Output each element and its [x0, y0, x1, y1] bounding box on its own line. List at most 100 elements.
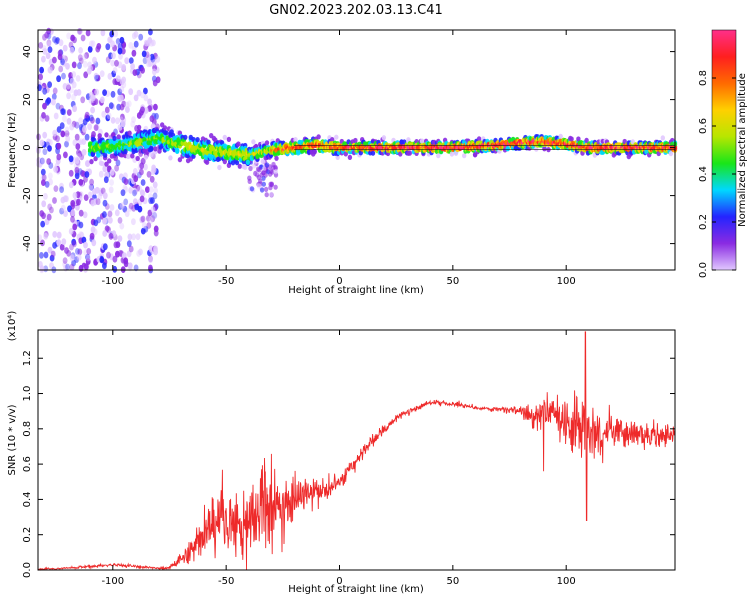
noise-blob — [75, 75, 81, 82]
noise-blob — [146, 215, 151, 222]
tail-blob — [259, 187, 265, 193]
noise-blob — [68, 41, 74, 49]
noise-blob — [153, 103, 158, 111]
noise-blob — [127, 233, 133, 241]
noise-blob — [77, 54, 83, 62]
noise-blob — [134, 203, 140, 211]
noise-blob — [117, 249, 123, 257]
spectrogram-y-axis-title: Frequency (Hz) — [7, 112, 18, 188]
noise-blob — [148, 256, 154, 264]
noise-blob — [62, 44, 68, 52]
y-tick-label: 1.2 — [22, 350, 33, 366]
noise-blob — [85, 160, 91, 168]
noise-blob — [108, 186, 114, 194]
noise-blob — [86, 67, 92, 75]
noise-blob — [39, 157, 45, 165]
noise-blob — [115, 38, 121, 45]
x-tick-label: 50 — [446, 276, 459, 287]
noise-blob — [130, 120, 136, 128]
noise-blob — [133, 175, 139, 183]
tail-blob — [248, 165, 253, 172]
ridge-blob — [222, 159, 227, 165]
noise-blob — [120, 47, 126, 55]
noise-blob — [153, 245, 158, 253]
noise-blob — [52, 36, 57, 43]
noise-blob — [93, 124, 99, 131]
y-tick-label: 0.8 — [22, 421, 33, 437]
noise-blob — [140, 157, 146, 165]
noise-blob — [101, 110, 107, 118]
noise-blob — [109, 179, 114, 186]
noise-blob — [93, 219, 99, 227]
noise-blob — [117, 235, 123, 243]
spectrogram-x-axis-title: Height of straight line (km) — [288, 285, 424, 296]
ridge-blob — [222, 134, 227, 140]
ridge-blob — [245, 159, 251, 165]
noise-blob — [120, 202, 125, 210]
tail-blob — [261, 166, 267, 172]
ridge-blob — [264, 140, 270, 146]
ridge-blob — [177, 157, 183, 163]
noise-blob — [128, 245, 134, 253]
ridge-blob — [381, 135, 387, 141]
noise-blob — [61, 238, 67, 246]
ridge-blob — [162, 125, 168, 131]
snr-line — [37, 331, 676, 571]
ridge-blob — [630, 139, 635, 145]
ridge-blob — [569, 136, 574, 142]
y-tick-label: 0 — [22, 144, 33, 150]
ridge-blob — [157, 148, 162, 154]
noise-blob — [110, 59, 116, 67]
tail-blob — [256, 183, 262, 189]
noise-blob — [85, 258, 91, 265]
noise-blob — [110, 117, 116, 124]
noise-blob — [76, 153, 82, 160]
noise-blob — [69, 77, 75, 85]
ridge-blob — [347, 154, 353, 160]
noise-blob — [127, 262, 133, 270]
noise-blob — [81, 138, 87, 146]
tail-blob — [253, 170, 258, 177]
noise-blob — [119, 78, 125, 86]
noise-blob — [83, 263, 89, 270]
ridge-blob — [135, 155, 140, 162]
noise-blob — [72, 240, 77, 248]
noise-blob — [94, 88, 99, 96]
ridge-blob — [505, 146, 510, 152]
noise-blob — [153, 229, 159, 237]
noise-blob — [59, 186, 64, 194]
noise-blob — [56, 142, 62, 150]
ridge-blob — [89, 159, 94, 165]
noise-blob — [135, 233, 141, 241]
noise-blob — [112, 255, 118, 263]
snr-frame — [37, 329, 676, 571]
noise-blob — [44, 115, 50, 122]
noise-blob — [119, 103, 125, 111]
noise-blob — [69, 46, 75, 54]
y-tick-label: 0.2 — [22, 527, 33, 543]
noise-blob — [58, 39, 64, 47]
noise-blob — [140, 106, 145, 114]
noise-blob — [113, 30, 119, 38]
noise-blob — [143, 163, 148, 171]
noise-blob — [52, 87, 58, 95]
ridge-blob — [104, 132, 109, 138]
ridge-blob — [419, 138, 425, 144]
noise-blob — [136, 250, 142, 257]
noise-blob — [107, 210, 113, 218]
noise-blob — [53, 166, 58, 173]
x-tick-label: -100 — [101, 576, 124, 587]
noise-blob — [40, 220, 46, 228]
noise-blob — [82, 60, 88, 68]
noise-blob — [96, 43, 102, 50]
noise-blob — [126, 240, 132, 248]
tail-blob — [256, 174, 262, 181]
noise-blob — [65, 82, 71, 90]
noise-blob — [82, 211, 88, 219]
noise-blob — [72, 223, 78, 231]
noise-blob — [72, 192, 78, 199]
noise-blob — [88, 91, 94, 99]
ridge-blob — [668, 151, 674, 157]
noise-blob — [152, 212, 158, 220]
noise-blob — [140, 179, 146, 186]
